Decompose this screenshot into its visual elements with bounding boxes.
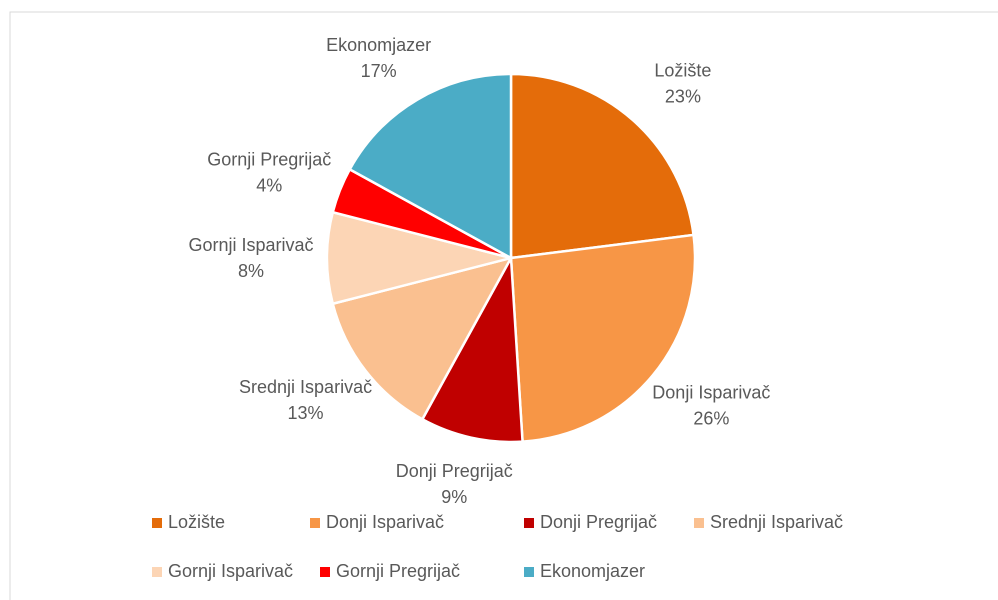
pie-slice — [331, 256, 514, 421]
slice-value-label: 9% — [441, 487, 467, 507]
slice-label: Srednji Isparivač — [239, 377, 372, 397]
legend-label: Gornji Pregrijač — [336, 561, 460, 581]
legend-label: Srednji Isparivač — [710, 512, 843, 532]
slice-label: Gornji Pregrijač — [207, 149, 331, 169]
legend-label: Gornji Isparivač — [168, 561, 293, 581]
slice-label: Ekonomjazer — [326, 35, 431, 55]
slice-label: Gornji Isparivač — [188, 235, 313, 255]
legend-swatch — [152, 567, 162, 577]
legend-label: Donji Pregrijač — [540, 512, 657, 532]
slice-label: Ložište — [654, 61, 711, 81]
slice-label: Donji Isparivač — [652, 383, 770, 403]
pie-slice — [325, 210, 512, 306]
slice-value-label: 4% — [256, 175, 282, 195]
slice-value-label: 23% — [665, 87, 701, 107]
pie-slice — [348, 72, 513, 261]
legend-swatch — [320, 567, 330, 577]
slice-value-label: 26% — [693, 409, 729, 429]
legend-swatch — [524, 518, 534, 528]
legend-label: Donji Isparivač — [326, 512, 444, 532]
slice-value-label: 13% — [288, 403, 324, 423]
legend-swatch — [524, 567, 534, 577]
legend-swatch — [152, 518, 162, 528]
legend-label: Ložište — [168, 512, 225, 532]
pie-slice — [509, 233, 697, 443]
pie-slice — [420, 253, 524, 444]
legend-label: Ekonomjazer — [540, 561, 645, 581]
legend-swatch — [310, 518, 320, 528]
slice-value-label: 17% — [361, 61, 397, 81]
pie-slice — [509, 72, 695, 260]
legend-swatch — [694, 518, 704, 528]
slice-label: Donji Pregrijač — [396, 461, 513, 481]
slice-value-label: 8% — [238, 261, 264, 281]
